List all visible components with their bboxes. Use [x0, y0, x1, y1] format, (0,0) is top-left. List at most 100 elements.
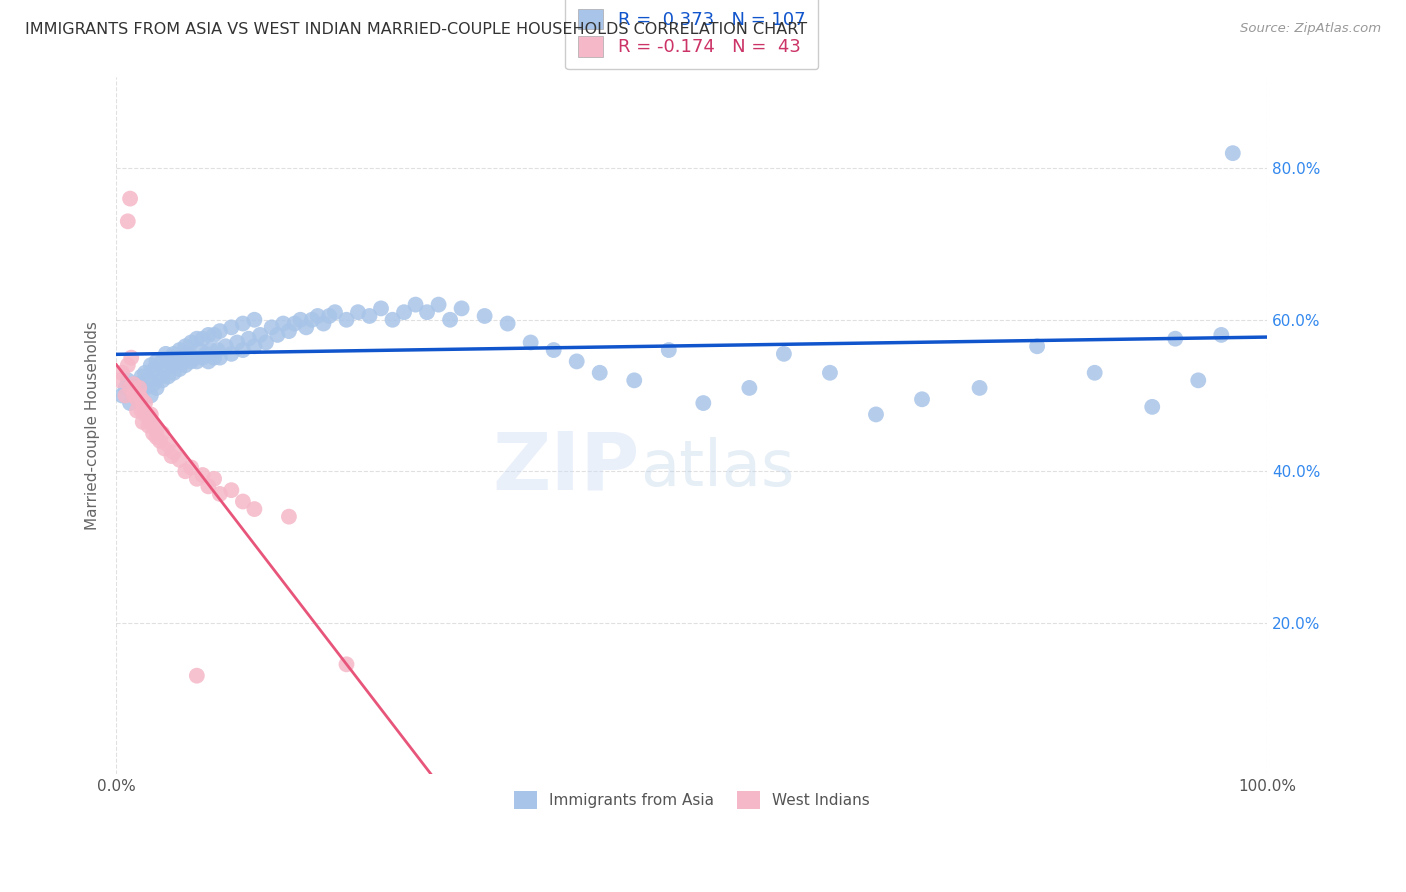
Point: [1187, 373, 1209, 387]
Point: [188, 343, 211, 357]
Point: [277, 509, 299, 524]
Point: [1084, 366, 1107, 380]
Point: [195, 347, 218, 361]
Point: [405, 298, 427, 312]
Point: [157, 438, 180, 452]
Point: [312, 317, 335, 331]
Point: [347, 305, 370, 319]
Point: [254, 335, 277, 350]
Point: [221, 320, 243, 334]
Point: [128, 388, 150, 402]
Point: [125, 403, 148, 417]
Point: [202, 472, 225, 486]
Point: [865, 408, 887, 422]
Point: [565, 354, 588, 368]
Point: [165, 354, 187, 368]
Point: [202, 327, 225, 342]
Point: [186, 332, 208, 346]
Point: [149, 369, 172, 384]
Point: [120, 396, 142, 410]
Point: [180, 460, 202, 475]
Point: [200, 343, 222, 357]
Point: [692, 396, 714, 410]
Point: [117, 358, 139, 372]
Point: [370, 301, 392, 316]
Point: [163, 347, 186, 361]
Point: [176, 347, 198, 361]
Point: [153, 362, 176, 376]
Point: [238, 332, 260, 346]
Point: [183, 351, 205, 365]
Point: [117, 214, 139, 228]
Point: [145, 381, 167, 395]
Point: [589, 366, 612, 380]
Point: [114, 381, 136, 395]
Point: [150, 373, 173, 387]
Point: [111, 388, 134, 402]
Point: [180, 335, 202, 350]
Point: [427, 298, 450, 312]
Point: [818, 366, 841, 380]
Point: [139, 388, 162, 402]
Point: [145, 430, 167, 444]
Point: [1222, 146, 1244, 161]
Point: [134, 381, 156, 395]
Point: [226, 335, 249, 350]
Point: [1211, 327, 1233, 342]
Point: [143, 418, 166, 433]
Point: [122, 388, 145, 402]
Point: [149, 434, 172, 448]
Point: [191, 351, 214, 365]
Point: [186, 472, 208, 486]
Point: [150, 426, 173, 441]
Point: [145, 354, 167, 368]
Point: [496, 317, 519, 331]
Point: [125, 392, 148, 407]
Point: [197, 354, 219, 368]
Point: [134, 408, 156, 422]
Point: [169, 343, 191, 357]
Point: [221, 483, 243, 497]
Point: [139, 358, 162, 372]
Point: [323, 305, 346, 319]
Point: [416, 305, 439, 319]
Point: [335, 657, 357, 672]
Point: [307, 309, 329, 323]
Point: [232, 494, 254, 508]
Point: [284, 317, 307, 331]
Point: [335, 312, 357, 326]
Point: [117, 373, 139, 387]
Point: [131, 392, 153, 407]
Point: [174, 464, 197, 478]
Point: [221, 347, 243, 361]
Point: [132, 415, 155, 429]
Point: [122, 384, 145, 399]
Point: [243, 339, 266, 353]
Point: [157, 369, 180, 384]
Point: [138, 373, 160, 387]
Point: [128, 381, 150, 395]
Point: [439, 312, 461, 326]
Point: [295, 320, 318, 334]
Point: [260, 320, 283, 334]
Point: [111, 366, 134, 380]
Point: [174, 358, 197, 372]
Point: [186, 668, 208, 682]
Text: ZIP: ZIP: [492, 428, 640, 507]
Point: [131, 403, 153, 417]
Point: [208, 487, 231, 501]
Point: [543, 343, 565, 357]
Point: [381, 312, 404, 326]
Point: [186, 354, 208, 368]
Legend: Immigrants from Asia, West Indians: Immigrants from Asia, West Indians: [508, 785, 876, 815]
Point: [134, 396, 156, 410]
Point: [122, 377, 145, 392]
Point: [208, 351, 231, 365]
Point: [120, 351, 142, 365]
Point: [290, 312, 312, 326]
Point: [969, 381, 991, 395]
Point: [202, 351, 225, 365]
Point: [169, 453, 191, 467]
Point: [174, 339, 197, 353]
Point: [519, 335, 541, 350]
